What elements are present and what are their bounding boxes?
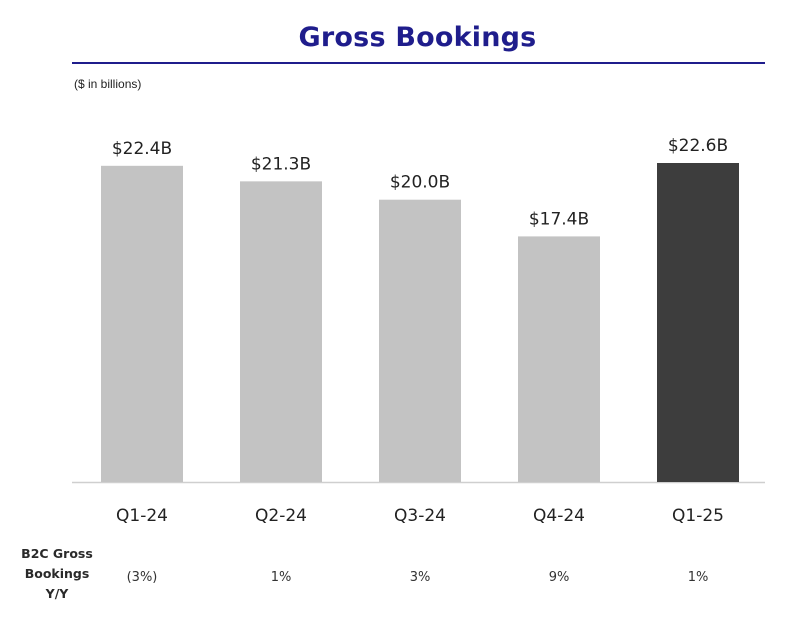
x-tick-label: Q2-24: [255, 506, 307, 526]
bar-q2-24: [240, 181, 322, 483]
bar-q3-24: [379, 199, 461, 483]
yoy-value: 1%: [687, 570, 709, 585]
bar-value-label: $17.4B: [529, 209, 589, 229]
yoy-row-label: B2C Gross Bookings Y/Y: [12, 544, 102, 604]
title-underline: [72, 62, 765, 64]
bar-value-label: $21.3B: [251, 154, 311, 174]
bar-q1-24: [101, 165, 183, 483]
chart-title: Gross Bookings: [298, 22, 537, 53]
yoy-row-label-line: Bookings: [24, 566, 90, 581]
x-tick-label: Q3-24: [394, 506, 446, 526]
x-tick-label: Q1-25: [672, 506, 724, 526]
bar-value-label: $22.4B: [112, 139, 172, 159]
x-tick-label: Q4-24: [533, 506, 585, 526]
yoy-value: 1%: [270, 570, 292, 585]
bar-q1-25: [657, 163, 739, 482]
yoy-value: 3%: [409, 570, 431, 585]
bar-value-label: $22.6B: [668, 136, 728, 156]
yoy-row-label-line: B2C Gross: [21, 546, 93, 561]
yoy-row-label-line: Y/Y: [45, 586, 69, 601]
bar-q4-24: [518, 236, 600, 482]
x-tick-label: Q1-24: [116, 506, 168, 526]
bar-value-label: $20.0B: [390, 173, 450, 193]
unit-note: ($ in billions): [74, 77, 142, 91]
yoy-value: 9%: [548, 570, 570, 585]
yoy-value: (3%): [126, 570, 158, 585]
